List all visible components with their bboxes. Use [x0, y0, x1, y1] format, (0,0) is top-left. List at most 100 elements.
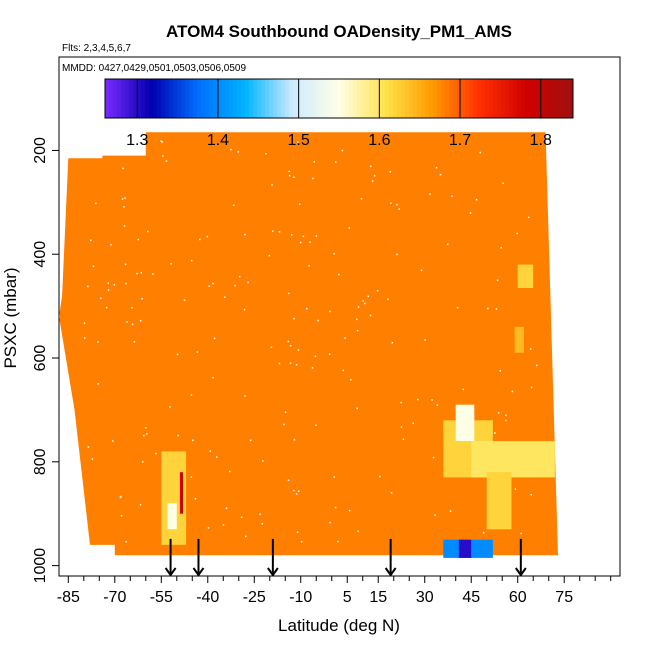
y-axis-label: PSXC (mbar) [1, 267, 20, 368]
colorbar-segment [477, 79, 482, 118]
missing-sample-dot [298, 203, 301, 205]
colorbar-segment [549, 79, 554, 118]
missing-sample-dot [243, 308, 246, 311]
colorbar-segment [137, 79, 142, 118]
colorbar-segment [201, 79, 206, 118]
missing-sample-dot [495, 308, 498, 310]
colorbar-segment [365, 79, 370, 118]
colorbar-segment [517, 79, 522, 118]
missing-sample-dot [268, 254, 271, 257]
colorbar-segment [417, 79, 422, 118]
missing-sample-dot [272, 230, 274, 232]
missing-sample-dot [262, 460, 264, 462]
colorbar-segment [233, 79, 238, 118]
missing-sample-dot [387, 298, 389, 300]
missing-sample-dot [110, 244, 112, 246]
data-patch [455, 404, 475, 441]
profile-arrow-head [164, 567, 177, 577]
missing-sample-dot [511, 390, 514, 393]
missing-sample-dot [502, 182, 504, 184]
colorbar-segment [469, 79, 474, 118]
missing-sample-dot [259, 513, 261, 515]
missing-sample-dot [244, 395, 246, 397]
colorbar-segment [117, 79, 122, 118]
missing-sample-dot [124, 263, 127, 266]
missing-sample-dot [497, 412, 500, 414]
missing-sample-dot [123, 206, 125, 208]
colorbar-segment [225, 79, 230, 118]
colorbar-segment [321, 79, 326, 118]
missing-sample-dot [333, 476, 335, 478]
missing-sample-dot [288, 174, 291, 177]
missing-sample-dot [338, 273, 340, 276]
missing-sample-dot [97, 341, 99, 343]
missing-sample-dot [125, 541, 127, 543]
missing-sample-dot [496, 279, 499, 281]
colorbar-segment [241, 79, 246, 118]
colorbar-segment [345, 79, 350, 118]
colorbar-segment [301, 79, 306, 118]
x-tick-label: 75 [555, 589, 573, 606]
missing-sample-dot [245, 535, 247, 538]
colorbar-segment [461, 79, 466, 118]
missing-sample-dot [312, 177, 314, 180]
colorbar-segment [273, 79, 278, 118]
missing-sample-dot [371, 180, 374, 182]
colorbar-segment [245, 79, 250, 118]
missing-sample-dot [244, 233, 246, 236]
colorbar-segment [393, 79, 398, 118]
missing-sample-dot [190, 476, 193, 478]
colorbar-segment [561, 79, 566, 118]
missing-sample-dot [265, 153, 267, 155]
missing-sample-dot [183, 299, 186, 301]
missing-sample-dot [398, 208, 400, 210]
data-patch [514, 326, 524, 353]
colorbar-segment [149, 79, 154, 118]
missing-sample-dot [295, 493, 298, 495]
x-axis-label: Latitude (deg N) [278, 616, 400, 635]
missing-sample-dot [356, 329, 359, 332]
colorbar-segment [445, 79, 450, 118]
missing-sample-dot [431, 399, 433, 401]
missing-sample-dot [123, 225, 126, 227]
missing-sample-dot [364, 302, 366, 305]
flights-note: Flts: 2,3,4,5,6,7 [62, 43, 131, 54]
missing-sample-dot [230, 148, 232, 151]
missing-sample-dot [139, 319, 142, 322]
colorbar-segment [333, 79, 338, 118]
missing-sample-dot [146, 433, 148, 435]
missing-sample-dot [297, 349, 300, 351]
missing-sample-dot [400, 426, 403, 428]
colorbar-segment [493, 79, 498, 118]
missing-sample-dot [373, 175, 376, 177]
missing-sample-dot [234, 284, 236, 287]
missing-sample-dot [528, 216, 530, 219]
missing-sample-dot [107, 289, 110, 291]
missing-sample-dot [238, 275, 241, 278]
colorbar-segment [261, 79, 266, 118]
missing-sample-dot [120, 495, 122, 498]
missing-sample-dot [113, 284, 116, 286]
missing-sample-dot [131, 323, 134, 326]
colorbar-segment [205, 79, 210, 118]
missing-sample-dot [335, 161, 337, 163]
missing-sample-dot [356, 318, 358, 321]
missing-sample-dot [439, 173, 442, 176]
data-patch [471, 441, 555, 478]
missing-sample-dot [147, 230, 149, 233]
missing-sample-dot [288, 292, 290, 295]
colorbar-segment [357, 79, 362, 118]
missing-sample-dot [313, 161, 315, 163]
missing-sample-dot [283, 423, 285, 426]
missing-sample-dot [194, 498, 197, 500]
colorbar-segment [193, 79, 198, 118]
profile-arrow-head [267, 567, 279, 577]
missing-sample-dot [299, 241, 302, 244]
missing-sample-dot [160, 140, 162, 142]
missing-sample-dot [451, 195, 453, 197]
missing-sample-dot [206, 235, 209, 238]
colorbar-segment [265, 79, 270, 118]
colorbar-segment [501, 79, 506, 118]
colorbar-segment [277, 79, 282, 118]
missing-sample-dot [112, 440, 114, 442]
